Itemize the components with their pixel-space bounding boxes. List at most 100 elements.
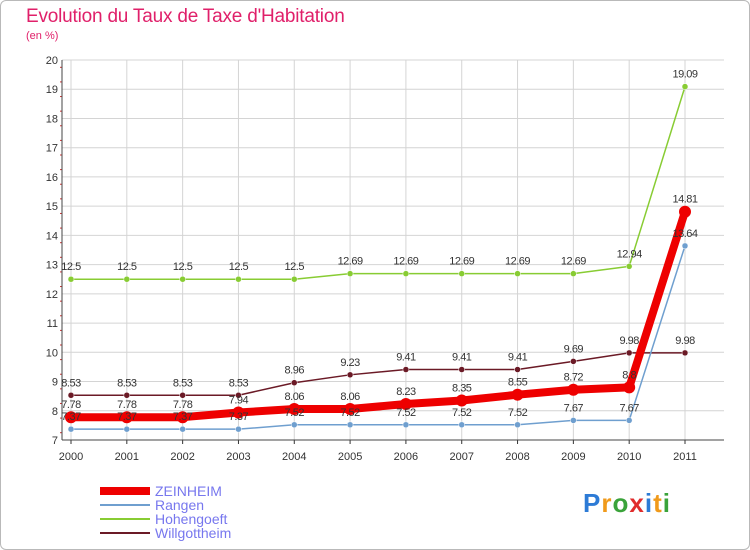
data-point-rangen [179, 425, 186, 433]
data-point-willgottheim [67, 392, 75, 399]
series-line-rangen [70, 245, 686, 430]
data-label-hohengoeft: 12.5 [229, 261, 249, 273]
data-point-rangen [514, 421, 521, 429]
data-point-rangen [681, 242, 689, 250]
data-label-zeinheim: 8.8 [622, 369, 636, 381]
data-point-zeinheim [344, 403, 357, 416]
data-label-rangen: 7.52 [508, 407, 528, 419]
data-label-zeinheim: 7.78 [61, 399, 81, 411]
y-tick-label: 12 [46, 289, 58, 301]
y-tick-label: 16 [46, 172, 58, 184]
data-point-hohengoeft [625, 263, 633, 270]
data-point-hohengoeft [291, 275, 298, 283]
data-point-zeinheim [120, 411, 133, 424]
data-label-willgottheim: 8.53 [117, 377, 137, 389]
y-tick-label: 14 [46, 230, 58, 242]
data-point-rangen [291, 421, 298, 429]
legend-label-willgottheim: Willgottheim [155, 525, 232, 541]
chart-title: Evolution du Taux de Taxe d'Habitation [26, 6, 345, 27]
data-point-hohengoeft [235, 275, 242, 283]
data-label-hohengoeft: 12.5 [117, 261, 137, 273]
data-point-zeinheim [623, 381, 636, 394]
legend-swatch-hohengoeft [100, 518, 150, 520]
data-label-hohengoeft: 12.69 [449, 256, 474, 268]
legend-label-hohengoeft: Hohengoeft [155, 511, 228, 527]
legend-swatch-rangen [100, 504, 150, 506]
data-label-hohengoeft: 12.94 [617, 248, 642, 260]
data-label-zeinheim: 7.78 [117, 399, 137, 411]
logo-letter: P [583, 488, 602, 518]
data-label-willgottheim: 9.69 [564, 343, 584, 355]
proxiti-logo: Proxiti [583, 488, 671, 519]
legend-item-rangen: Rangen [100, 498, 320, 512]
data-point-hohengoeft [179, 275, 186, 283]
data-point-willgottheim [179, 392, 186, 399]
data-label-rangen: 7.52 [285, 407, 305, 419]
data-point-zeinheim [232, 406, 245, 419]
y-tick-label: 10 [46, 347, 58, 359]
legend-swatch-zeinheim [100, 487, 150, 495]
data-point-zeinheim [176, 411, 189, 424]
data-label-zeinheim: 8.55 [508, 377, 528, 389]
legend-item-zeinheim: ZEINHEIM [100, 484, 320, 498]
data-label-rangen: 7.37 [229, 411, 249, 423]
logo-letter: x [629, 488, 645, 518]
data-point-willgottheim [346, 371, 354, 379]
data-label-willgottheim: 9.41 [396, 352, 416, 364]
data-label-rangen: 7.37 [173, 411, 193, 423]
series-line-hohengoeft [70, 85, 686, 280]
legend-item-willgottheim: Willgottheim [100, 526, 320, 540]
data-label-rangen: 7.52 [452, 407, 472, 419]
y-tick-label: 8 [52, 406, 58, 418]
data-label-rangen: 7.52 [340, 407, 360, 419]
x-tick-label: 2006 [394, 451, 418, 463]
y-tick-label: 13 [46, 260, 58, 272]
data-point-zeinheim [399, 398, 412, 411]
data-point-zeinheim [567, 383, 580, 396]
data-point-hohengoeft [123, 275, 131, 283]
data-label-zeinheim: 8.06 [285, 391, 305, 403]
data-point-willgottheim [235, 392, 242, 399]
data-label-hohengoeft: 12.5 [61, 261, 81, 273]
data-label-willgottheim: 8.96 [285, 365, 305, 377]
data-label-willgottheim: 8.53 [229, 377, 249, 389]
x-tick-label: 2005 [338, 451, 362, 463]
chart-subtitle: (en %) [26, 30, 59, 42]
data-point-zeinheim [511, 388, 524, 401]
data-point-hohengoeft [458, 270, 465, 277]
data-point-hohengoeft [402, 270, 410, 277]
data-point-rangen [570, 417, 577, 424]
data-label-willgottheim: 8.53 [173, 377, 193, 389]
data-label-willgottheim: 9.41 [452, 352, 472, 364]
y-tick-label: 9 [52, 377, 58, 389]
x-tick-label: 2003 [226, 451, 250, 463]
x-tick-label: 2002 [170, 451, 194, 463]
data-label-zeinheim: 8.72 [564, 372, 584, 384]
data-label-willgottheim: 9.23 [340, 357, 360, 369]
data-label-rangen: 7.67 [619, 402, 639, 414]
y-tick-label: 19 [46, 84, 58, 96]
data-label-hohengoeft: 19.09 [672, 69, 697, 81]
data-point-willgottheim [291, 379, 298, 386]
y-tick-label: 18 [46, 113, 58, 125]
data-label-willgottheim: 8.53 [61, 377, 81, 389]
data-label-zeinheim: 7.78 [173, 399, 193, 411]
data-label-willgottheim: 9.41 [508, 352, 528, 364]
data-point-hohengoeft [570, 270, 577, 277]
x-tick-label: 2011 [673, 451, 697, 463]
data-point-willgottheim [681, 349, 689, 357]
x-tick-label: 2008 [505, 451, 529, 463]
x-tick-label: 2004 [282, 451, 306, 463]
data-label-rangen: 7.52 [396, 407, 416, 419]
series-line-willgottheim [70, 352, 686, 397]
data-point-hohengoeft [346, 270, 354, 277]
x-tick-label: 2010 [617, 451, 641, 463]
data-label-hohengoeft: 12.69 [338, 256, 363, 268]
data-point-rangen [458, 421, 465, 429]
data-label-zeinheim: 8.23 [396, 386, 416, 398]
legend-label-rangen: Rangen [155, 497, 205, 513]
y-tick-label: 20 [46, 55, 58, 67]
data-label-rangen: 7.37 [117, 411, 137, 423]
data-point-hohengoeft [67, 275, 75, 283]
